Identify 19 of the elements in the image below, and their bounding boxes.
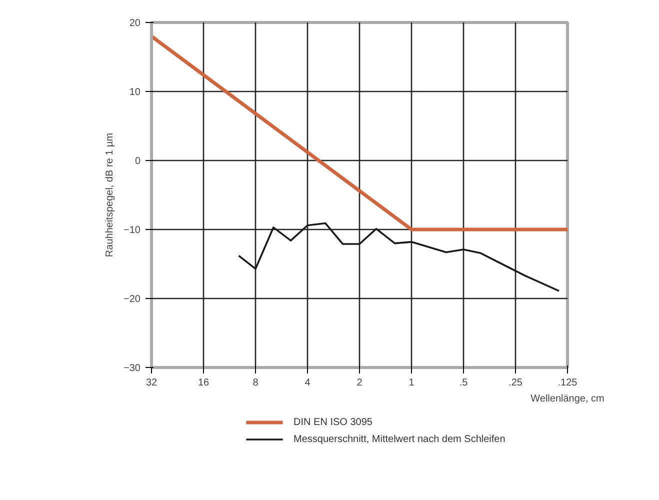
y-tick-label: −20 (124, 294, 141, 305)
x-tick-label: .25 (508, 378, 523, 388)
x-tick-label: .5 (459, 378, 468, 388)
y-tick-label: 20 (129, 18, 141, 29)
x-axis-title: Wellenlänge, cm (530, 394, 604, 404)
legend-label: Messquerschnitt, Mittelwert nach dem Schleifen (294, 434, 506, 445)
x-tick-label: 32 (146, 378, 158, 388)
y-axis-title: Rauhheitspegel, dB re 1 µm (104, 132, 116, 258)
x-tick-label: 16 (198, 378, 210, 388)
y-tick-label: 0 (134, 156, 141, 167)
y-tick-label: 10 (129, 87, 141, 98)
x-tick-label: 1 (408, 378, 415, 388)
y-tick-label: −30 (124, 363, 141, 374)
legend-label: DIN EN ISO 3095 (294, 417, 373, 428)
x-tick-label: 8 (252, 378, 259, 388)
y-tick-label: −10 (124, 225, 141, 236)
x-tick-label: .125 (558, 378, 578, 388)
x-tick-label: 2 (356, 378, 363, 388)
x-tick-label: 4 (304, 378, 311, 388)
